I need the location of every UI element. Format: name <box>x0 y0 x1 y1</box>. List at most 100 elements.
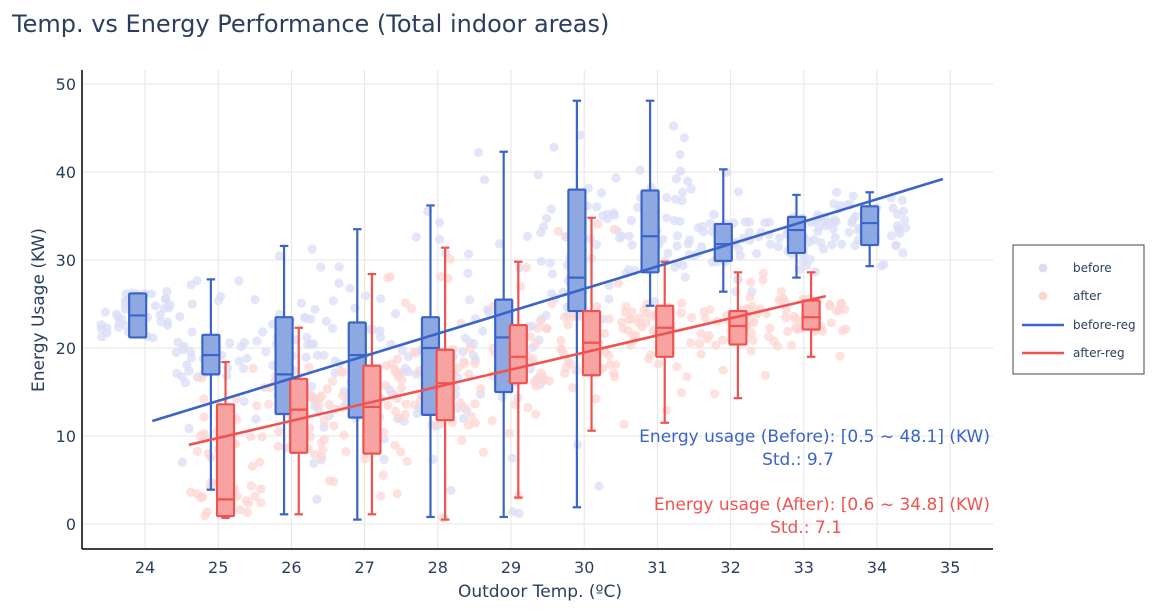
scatter-point-after <box>324 399 334 410</box>
scatter-point-before <box>663 248 673 258</box>
legend-item-before[interactable]: before <box>1038 261 1112 275</box>
scatter-point-before <box>575 130 586 140</box>
scatter-point-after <box>710 389 720 399</box>
x-tick-label: 25 <box>208 558 228 577</box>
scatter-point-after <box>593 219 603 229</box>
box-iqr <box>640 189 660 274</box>
scatter-point-after <box>470 418 480 428</box>
chart-title: Temp. vs Energy Performance (Total indoo… <box>11 10 609 38</box>
scatter-point-before <box>494 239 504 249</box>
scatter-point-before <box>435 234 445 244</box>
scatter-point-before <box>802 261 812 271</box>
scatter-point-before <box>662 193 672 203</box>
scatter-point-before <box>658 234 668 244</box>
scatter-point-before <box>328 296 338 306</box>
scatter-point-before <box>844 227 854 237</box>
scatter-point-before <box>627 240 637 250</box>
scatter-point-after <box>319 416 329 426</box>
scatter-point-before <box>731 287 741 297</box>
scatter-point-before <box>547 289 557 299</box>
scatter-point-before <box>522 231 533 241</box>
scatter-point-before <box>175 312 185 322</box>
scatter-point-before <box>679 133 689 143</box>
scatter-point-after <box>790 313 800 323</box>
scatter-point-before <box>334 278 344 288</box>
scatter-point-after <box>745 292 755 302</box>
box-after <box>728 271 748 400</box>
box-before <box>420 204 441 519</box>
scatter-point-after <box>478 447 488 457</box>
scatter-point-before <box>685 235 695 245</box>
scatter-point-before <box>669 121 679 131</box>
scatter-point-before <box>250 295 260 305</box>
scatter-point-after <box>198 491 208 502</box>
scatter-point-before <box>150 301 160 311</box>
legend-label: after <box>1073 289 1101 303</box>
scatter-point-before <box>507 453 517 463</box>
scatter-point-before <box>261 347 271 357</box>
scatter-point-before <box>464 249 474 259</box>
scatter-point-after <box>547 298 557 309</box>
box-iqr <box>860 205 880 247</box>
scatter-point-after <box>387 359 397 369</box>
scatter-point-before <box>222 363 232 373</box>
scatter-point-after <box>252 401 262 411</box>
scatter-point-before <box>234 356 244 366</box>
scatter-point-before <box>403 366 413 377</box>
scatter-point-before <box>598 211 608 221</box>
box-after <box>801 271 821 358</box>
legend-item-after[interactable]: after <box>1038 289 1102 303</box>
scatter-point-after <box>313 401 323 411</box>
scatter-point-after <box>793 324 803 334</box>
scatter-point-before <box>258 327 268 337</box>
scatter-point-before <box>252 336 262 346</box>
scatter-point-after <box>322 384 332 394</box>
scatter-point-before <box>306 314 316 324</box>
scatter-point-before <box>361 291 371 301</box>
regression-line-after <box>188 294 827 447</box>
scatter-point-before <box>624 231 634 241</box>
scatter-point-after <box>470 399 480 409</box>
scatter-point-after <box>341 447 351 457</box>
scatter-point-after <box>397 375 407 385</box>
scatter-point-before <box>234 276 244 286</box>
scatter-point-before <box>239 337 250 348</box>
scatter-point-before <box>847 218 857 228</box>
scatter-point-before <box>319 350 329 360</box>
scatter-point-after <box>476 384 486 394</box>
legend-item-after_reg[interactable]: after-reg <box>1022 346 1125 360</box>
scatter-point-after <box>711 340 721 350</box>
scatter-point-before <box>379 434 389 444</box>
box-after <box>289 326 309 516</box>
scatter-point-before <box>818 244 829 254</box>
scatter-point-before <box>683 176 693 186</box>
box-before <box>128 292 148 339</box>
scatter-point-after <box>609 224 619 234</box>
scatter-point-before <box>345 283 355 293</box>
box-after <box>581 216 602 432</box>
scatter-point-after <box>329 421 339 431</box>
y-axis-title: Energy Usage (KW) <box>29 228 49 392</box>
scatter-point-after <box>487 416 497 426</box>
legend[interactable]: before after before-reg after-reg <box>1012 244 1145 375</box>
legend-item-before_reg[interactable]: before-reg <box>1022 318 1136 332</box>
scatter-point-after <box>273 441 283 451</box>
scatter-point-before <box>611 173 621 183</box>
scatter-point-after <box>246 481 256 491</box>
box-before <box>713 168 733 293</box>
scatter-point-before <box>545 258 555 268</box>
scatter-point-before <box>773 242 784 252</box>
x-tick-label: 30 <box>574 558 594 577</box>
scatter-point-before <box>830 232 840 242</box>
x-tick-label: 28 <box>428 558 448 577</box>
scatter-point-before <box>251 414 261 424</box>
legend-marker-after <box>1038 291 1048 301</box>
scatter-point-before <box>238 364 249 374</box>
scatter-point-before <box>536 228 546 238</box>
scatter-point-after <box>380 380 390 390</box>
scatter-point-after <box>758 268 768 278</box>
scatter-point-before <box>100 307 110 317</box>
scatter-point-after <box>687 312 697 323</box>
scatter-point-after <box>256 484 266 494</box>
box-iqr <box>274 316 294 416</box>
